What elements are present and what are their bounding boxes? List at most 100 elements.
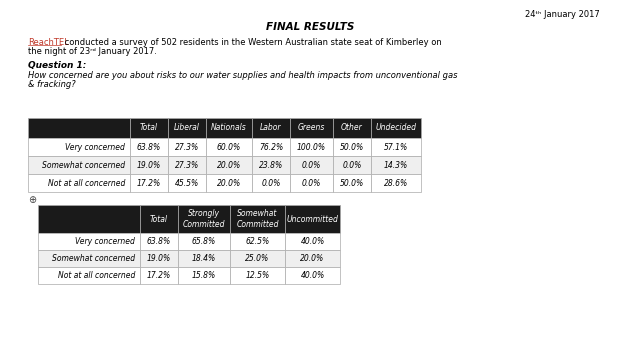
Text: Total: Total [140, 124, 158, 133]
Bar [28, 156, 130, 174]
Bar [178, 205, 230, 233]
Text: 40.0%: 40.0% [300, 271, 325, 280]
Text: 0.0%: 0.0% [302, 178, 321, 187]
Bar [290, 118, 333, 138]
Text: 17.2%: 17.2% [147, 271, 171, 280]
Bar [252, 156, 290, 174]
Text: Greens: Greens [298, 124, 325, 133]
Bar [285, 233, 340, 250]
Bar [130, 156, 168, 174]
Bar [230, 205, 285, 233]
Text: 65.8%: 65.8% [192, 237, 216, 246]
Text: 50.0%: 50.0% [340, 178, 364, 187]
Bar [130, 118, 168, 138]
Text: How concerned are you about risks to our water supplies and health impacts from : How concerned are you about risks to our… [28, 71, 458, 80]
Bar [333, 156, 371, 174]
Bar [252, 118, 290, 138]
Text: 14.3%: 14.3% [384, 161, 408, 170]
Bar [285, 205, 340, 233]
Text: Somewhat concerned: Somewhat concerned [52, 254, 135, 263]
Text: 18.4%: 18.4% [192, 254, 216, 263]
Text: 12.5%: 12.5% [246, 271, 270, 280]
Text: ⊕: ⊕ [28, 195, 36, 205]
Bar [178, 250, 230, 267]
Text: 28.6%: 28.6% [384, 178, 408, 187]
Text: 20.0%: 20.0% [217, 178, 241, 187]
Text: 19.0%: 19.0% [137, 161, 161, 170]
Bar [140, 233, 178, 250]
Text: 17.2%: 17.2% [137, 178, 161, 187]
Text: Very concerned: Very concerned [75, 237, 135, 246]
Text: Uncommitted: Uncommitted [286, 215, 339, 223]
Text: Not at all concerned: Not at all concerned [58, 271, 135, 280]
Bar [333, 174, 371, 192]
Bar [285, 267, 340, 284]
Text: conducted a survey of 502 residents in the Western Australian state seat of Kimb: conducted a survey of 502 residents in t… [62, 38, 441, 47]
Text: 57.1%: 57.1% [384, 142, 408, 151]
Bar [206, 118, 252, 138]
Bar [230, 250, 285, 267]
Bar [290, 138, 333, 156]
Bar [38, 267, 140, 284]
Text: 76.2%: 76.2% [259, 142, 283, 151]
Text: 19.0%: 19.0% [147, 254, 171, 263]
Text: Very concerned: Very concerned [65, 142, 125, 151]
Text: Undecided: Undecided [376, 124, 417, 133]
Bar [168, 174, 206, 192]
Text: 63.8%: 63.8% [147, 237, 171, 246]
Text: Total: Total [150, 215, 168, 223]
Text: 20.0%: 20.0% [300, 254, 325, 263]
Text: 0.0%: 0.0% [342, 161, 361, 170]
Bar [130, 174, 168, 192]
Bar [252, 174, 290, 192]
Text: Somewhat concerned: Somewhat concerned [42, 161, 125, 170]
Bar [38, 233, 140, 250]
Bar [290, 156, 333, 174]
Text: ReachTEL: ReachTEL [28, 38, 69, 47]
Bar [28, 118, 130, 138]
Text: Labor: Labor [260, 124, 281, 133]
Text: 20.0%: 20.0% [217, 161, 241, 170]
Text: Not at all concerned: Not at all concerned [48, 178, 125, 187]
Text: 15.8%: 15.8% [192, 271, 216, 280]
Text: FINAL RESULTS: FINAL RESULTS [266, 22, 354, 32]
Text: 23.8%: 23.8% [259, 161, 283, 170]
Text: the night of 23ʳᵈ January 2017.: the night of 23ʳᵈ January 2017. [28, 47, 157, 56]
Bar [38, 205, 140, 233]
Bar [230, 233, 285, 250]
Bar [290, 174, 333, 192]
Bar [168, 156, 206, 174]
Text: 27.3%: 27.3% [175, 161, 199, 170]
Bar [178, 233, 230, 250]
Text: Liberal: Liberal [174, 124, 200, 133]
Bar [371, 138, 421, 156]
Bar [371, 174, 421, 192]
Text: 45.5%: 45.5% [175, 178, 199, 187]
Text: Strongly
Committed: Strongly Committed [183, 209, 225, 229]
Bar [230, 267, 285, 284]
Text: Other: Other [341, 124, 363, 133]
Bar [178, 267, 230, 284]
Bar [333, 118, 371, 138]
Bar [38, 250, 140, 267]
Text: 63.8%: 63.8% [137, 142, 161, 151]
Text: Nationals: Nationals [211, 124, 247, 133]
Bar [168, 138, 206, 156]
Bar [206, 174, 252, 192]
Bar [371, 118, 421, 138]
Bar [28, 174, 130, 192]
Bar [140, 267, 178, 284]
Text: 25.0%: 25.0% [246, 254, 270, 263]
Text: 62.5%: 62.5% [246, 237, 270, 246]
Bar [206, 156, 252, 174]
Text: 27.3%: 27.3% [175, 142, 199, 151]
Bar [285, 250, 340, 267]
Bar [130, 138, 168, 156]
Text: Question 1:: Question 1: [28, 61, 86, 70]
Text: 40.0%: 40.0% [300, 237, 325, 246]
Text: 0.0%: 0.0% [302, 161, 321, 170]
Bar [140, 250, 178, 267]
Bar [168, 118, 206, 138]
Bar [252, 138, 290, 156]
Text: 0.0%: 0.0% [261, 178, 281, 187]
